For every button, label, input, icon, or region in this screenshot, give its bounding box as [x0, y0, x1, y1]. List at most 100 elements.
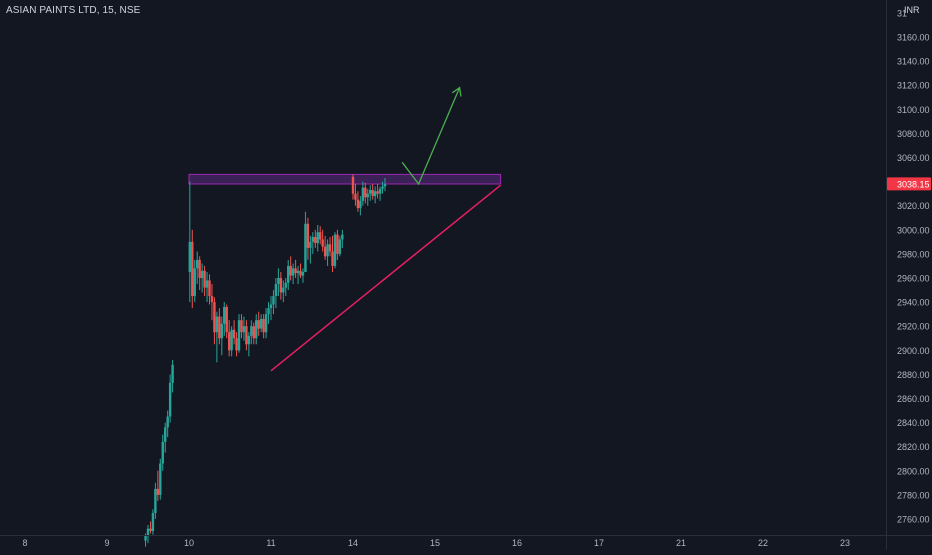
candle-up	[282, 287, 285, 293]
y-tick-label: 2960.00	[897, 274, 930, 284]
candle-up	[361, 187, 365, 201]
y-tick-label: 3020.00	[897, 201, 930, 211]
candle-down	[240, 320, 243, 333]
y-tick-label: 3100.00	[897, 105, 930, 115]
candle-up	[168, 382, 172, 417]
candle-down	[279, 278, 283, 293]
candle-up	[264, 314, 268, 333]
candle-up	[316, 232, 319, 244]
candle-down	[371, 190, 374, 197]
candle-down	[218, 316, 221, 339]
candle-up	[369, 190, 372, 194]
candle-up	[230, 329, 233, 351]
candle-up	[247, 335, 251, 345]
candle-up	[296, 270, 300, 274]
candle-up	[311, 237, 315, 242]
candle-up	[338, 239, 342, 254]
y-tick-label: 2800.00	[897, 466, 930, 476]
candle-up	[301, 271, 305, 276]
candle-up	[215, 316, 219, 333]
candle-up	[220, 323, 223, 339]
candle-up	[193, 268, 196, 297]
candle-up	[366, 193, 369, 198]
candle-down	[252, 326, 255, 339]
plot-area	[0, 0, 886, 535]
candle-up	[259, 318, 263, 329]
candle-up	[154, 488, 157, 513]
candle-down	[356, 199, 360, 209]
candle-up	[373, 191, 377, 197]
symbol-title: ASIAN PAINTS LTD, 15, NSE	[6, 5, 141, 16]
y-tick-label: 2820.00	[897, 442, 930, 452]
support-trendline	[270, 184, 502, 372]
y-tick-label: 2840.00	[897, 418, 930, 428]
currency-label: INR	[904, 5, 920, 15]
y-tick-label: 3080.00	[897, 129, 930, 139]
x-tick-label: 15	[430, 538, 440, 548]
y-tick-label: 2780.00	[897, 490, 930, 500]
candle-down	[191, 241, 194, 297]
x-tick-label: 16	[512, 538, 522, 548]
candle-up	[269, 304, 273, 309]
y-tick-label: 3160.00	[897, 33, 930, 43]
candle-down	[213, 302, 216, 333]
candle-up	[309, 241, 312, 248]
resistance-zone	[188, 173, 502, 185]
candle-up	[304, 223, 307, 272]
candle-up	[250, 326, 253, 336]
candle-up	[200, 270, 204, 278]
candle-down	[262, 318, 265, 333]
candle-up	[333, 234, 337, 266]
projection-arrowhead	[451, 86, 462, 97]
candle-up	[161, 441, 164, 464]
x-tick-label: 21	[676, 538, 686, 548]
candle-up	[144, 535, 147, 541]
candle-down	[319, 232, 322, 240]
candle-down	[232, 329, 236, 339]
candle-down	[354, 193, 357, 200]
candle-up	[196, 259, 199, 269]
candle-down	[208, 280, 211, 297]
candle-down	[376, 191, 379, 194]
candle-up	[164, 427, 167, 442]
candle-down	[235, 338, 238, 351]
candle-down	[364, 187, 367, 198]
candle-down	[299, 270, 302, 276]
candle-up	[166, 416, 169, 428]
y-tick-label: 3120.00	[897, 81, 930, 91]
y-tick-label: 2940.00	[897, 298, 930, 308]
candle-down	[257, 320, 260, 329]
y-tick-label: 2920.00	[897, 322, 930, 332]
candle-up	[159, 463, 162, 495]
x-tick-label: 10	[184, 538, 194, 548]
y-tick-label: 2860.00	[897, 394, 930, 404]
candle-down	[225, 306, 228, 333]
candle-down	[323, 246, 327, 257]
candle-up	[188, 241, 192, 272]
candle-up	[151, 512, 155, 532]
candle-down	[321, 239, 324, 247]
candle-up	[223, 306, 226, 324]
candle-down	[203, 270, 206, 288]
candle-up	[326, 244, 329, 257]
candle-up	[341, 234, 344, 240]
x-tick-label: 8	[22, 538, 27, 548]
candle-down	[227, 332, 231, 351]
candle-up	[171, 364, 174, 383]
candle-up	[242, 326, 246, 333]
y-tick-label: 2880.00	[897, 370, 930, 380]
candle-up	[277, 278, 280, 285]
current-price-badge	[887, 177, 931, 191]
y-tick-label-partial: 31	[897, 8, 907, 18]
candle-down	[289, 265, 292, 276]
candle-up	[291, 268, 295, 276]
candle-up	[237, 320, 241, 351]
candle-down	[306, 223, 310, 248]
y-tick-label: 2900.00	[897, 346, 930, 356]
candle-up	[255, 320, 258, 339]
candle-down	[149, 528, 152, 532]
candle-up	[284, 282, 287, 288]
candle-up	[267, 308, 270, 315]
